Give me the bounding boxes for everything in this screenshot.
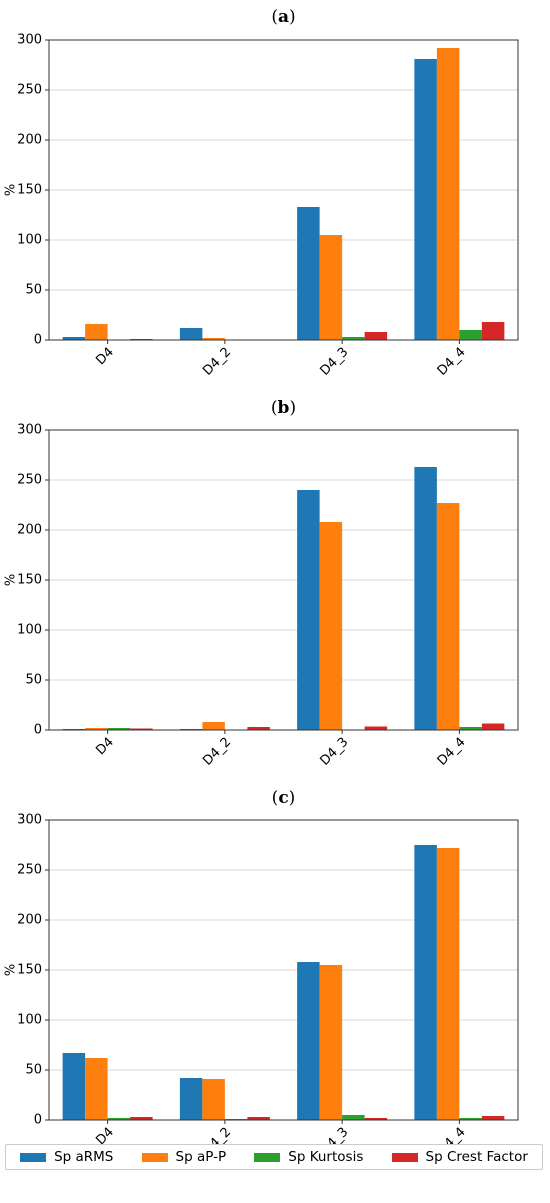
bar-sp-ap-p-d4-2 [202, 338, 225, 340]
bar-sp-arms-d4 [62, 1053, 86, 1120]
y-tick-label: 300 [17, 33, 42, 48]
y-tick-label: 250 [17, 83, 42, 98]
legend-label-sp-ap-p: Sp aP-P [175, 1149, 227, 1165]
chart-legend: Sp aRMS Sp aP-P Sp Kurtosis Sp Crest Fac… [5, 1144, 543, 1170]
bar-sp-ap-p-d4-3 [319, 965, 343, 1120]
legend-swatch-sp-crest-factor [391, 1152, 418, 1162]
y-tick-label: 200 [17, 523, 42, 538]
bar-sp-kurtosis-d4-4 [459, 1118, 482, 1120]
y-tick-label: 150 [17, 183, 42, 198]
y-tick-label: 200 [17, 913, 42, 928]
bar-sp-arms-d4-3 [297, 962, 320, 1120]
bar-sp-ap-p-d4-4 [436, 848, 460, 1120]
chart-panel-1: (b) 0 50 100 150 200 250 300% D4 D4_2 D4_3 D4_4 [4, 398, 519, 769]
bar-sp-ap-p-d4-4 [436, 503, 460, 730]
y-tick-label: 50 [25, 673, 42, 688]
y-tick-label: 0 [34, 723, 42, 738]
legend-item-sp-ap-p: Sp aP-P [141, 1149, 227, 1165]
y-tick-label: 300 [17, 423, 42, 438]
y-tick-label: 0 [34, 333, 42, 348]
bar-sp-arms-d4-4 [414, 59, 437, 340]
legend-item-sp-arms: Sp aRMS [20, 1149, 113, 1165]
plot-frame [48, 429, 519, 731]
x-tick-label: D4_4 [435, 735, 469, 769]
legend-item-sp-kurtosis: Sp Kurtosis [254, 1149, 363, 1165]
x-tick-label: D4 [93, 735, 117, 759]
bar-sp-crest-factor-d4-2 [247, 1117, 270, 1120]
bar-sp-arms-d4-2 [179, 328, 203, 340]
bar-sp-ap-p-d4-2 [202, 1079, 225, 1120]
bar-sp-crest-factor-d4-3 [364, 332, 388, 340]
y-axis-label: % [4, 184, 19, 196]
chart-title: (b) [271, 398, 296, 418]
bar-sp-ap-p-d4 [85, 1058, 108, 1120]
bar-sp-arms-d4-2 [179, 1078, 203, 1120]
bar-sp-crest-factor-d4-3 [364, 1118, 388, 1120]
bar-sp-arms-d4-4 [414, 467, 437, 730]
legend-swatch-sp-arms [20, 1152, 47, 1162]
y-axis-label: % [4, 964, 19, 976]
plot-frame [48, 39, 519, 341]
bar-sp-crest-factor-d4-4 [481, 1116, 505, 1120]
y-tick-label: 250 [17, 473, 42, 488]
bar-sp-crest-factor-d4-2 [247, 727, 270, 730]
bar-sp-crest-factor-d4-3 [364, 726, 388, 730]
bar-sp-crest-factor-d4-4 [481, 723, 505, 730]
y-tick-label: 150 [17, 963, 42, 978]
bar-sp-kurtosis-d4 [107, 728, 131, 730]
y-tick-label: 100 [17, 623, 42, 638]
x-tick-label: D4_2 [200, 345, 234, 379]
bar-sp-arms-d4-3 [297, 490, 320, 730]
chart-title: (c) [272, 788, 296, 808]
bar-sp-crest-factor-d4-4 [481, 322, 505, 340]
legend-swatch-sp-kurtosis [254, 1152, 281, 1162]
y-tick-label: 250 [17, 863, 42, 878]
legend-swatch-sp-ap-p [141, 1152, 168, 1162]
bar-sp-ap-p-d4-3 [319, 235, 343, 340]
y-tick-label: 100 [17, 233, 42, 248]
y-tick-label: 50 [25, 283, 42, 298]
y-axis-label: % [4, 574, 19, 586]
plot-frame [48, 819, 519, 1121]
x-tick-label: D4_3 [317, 345, 351, 379]
legend-item-sp-crest-factor: Sp Crest Factor [391, 1149, 528, 1165]
bar-sp-kurtosis-d4-3 [342, 337, 365, 340]
bar-sp-crest-factor-d4 [130, 1117, 153, 1120]
legend-label-sp-kurtosis: Sp Kurtosis [288, 1149, 364, 1165]
bar-sp-kurtosis-d4-4 [459, 330, 482, 340]
bar-sp-ap-p-d4-3 [319, 522, 343, 730]
bar-sp-arms-d4-3 [297, 207, 320, 340]
y-tick-label: 50 [25, 1063, 42, 1078]
x-tick-label: D4_3 [317, 735, 351, 769]
y-tick-label: 300 [17, 813, 42, 828]
bar-sp-crest-factor-d4 [130, 728, 153, 730]
x-tick-label: D4 [93, 345, 117, 369]
legend-label-sp-arms: Sp aRMS [54, 1149, 114, 1165]
bar-sp-kurtosis-d4-4 [459, 727, 482, 730]
bar-sp-ap-p-d4-2 [202, 722, 225, 730]
bar-sp-ap-p-d4 [85, 728, 108, 730]
x-tick-label: D4_4 [435, 345, 469, 379]
y-tick-label: 200 [17, 133, 42, 148]
y-tick-label: 0 [34, 1113, 42, 1128]
chart-title: (a) [271, 7, 295, 27]
bar-sp-ap-p-d4 [85, 324, 108, 340]
bar-sp-arms-d4 [62, 337, 86, 340]
bar-sp-kurtosis-d4-3 [342, 1115, 365, 1120]
chart-panel-0: (a) 0 50 100 150 200 250 300% D4 D4_2 D4_3 D4_4 [4, 7, 519, 379]
x-tick-label: D4_2 [200, 735, 234, 769]
legend-label-sp-crest-factor: Sp Crest Factor [425, 1149, 528, 1165]
y-tick-label: 150 [17, 573, 42, 588]
bar-sp-kurtosis-d4 [107, 1118, 131, 1120]
bar-sp-arms-d4-4 [414, 845, 437, 1120]
y-tick-label: 100 [17, 1013, 42, 1028]
bar-sp-ap-p-d4-4 [436, 48, 460, 340]
